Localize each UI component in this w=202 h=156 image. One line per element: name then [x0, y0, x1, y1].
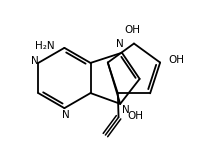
Text: OH: OH — [124, 25, 140, 35]
Text: N: N — [121, 105, 129, 115]
Text: OH: OH — [126, 112, 142, 122]
Text: OH: OH — [168, 55, 184, 65]
Text: N: N — [116, 39, 124, 49]
Text: N: N — [30, 56, 38, 66]
Text: N: N — [62, 110, 69, 120]
Text: H₂N: H₂N — [35, 41, 55, 51]
